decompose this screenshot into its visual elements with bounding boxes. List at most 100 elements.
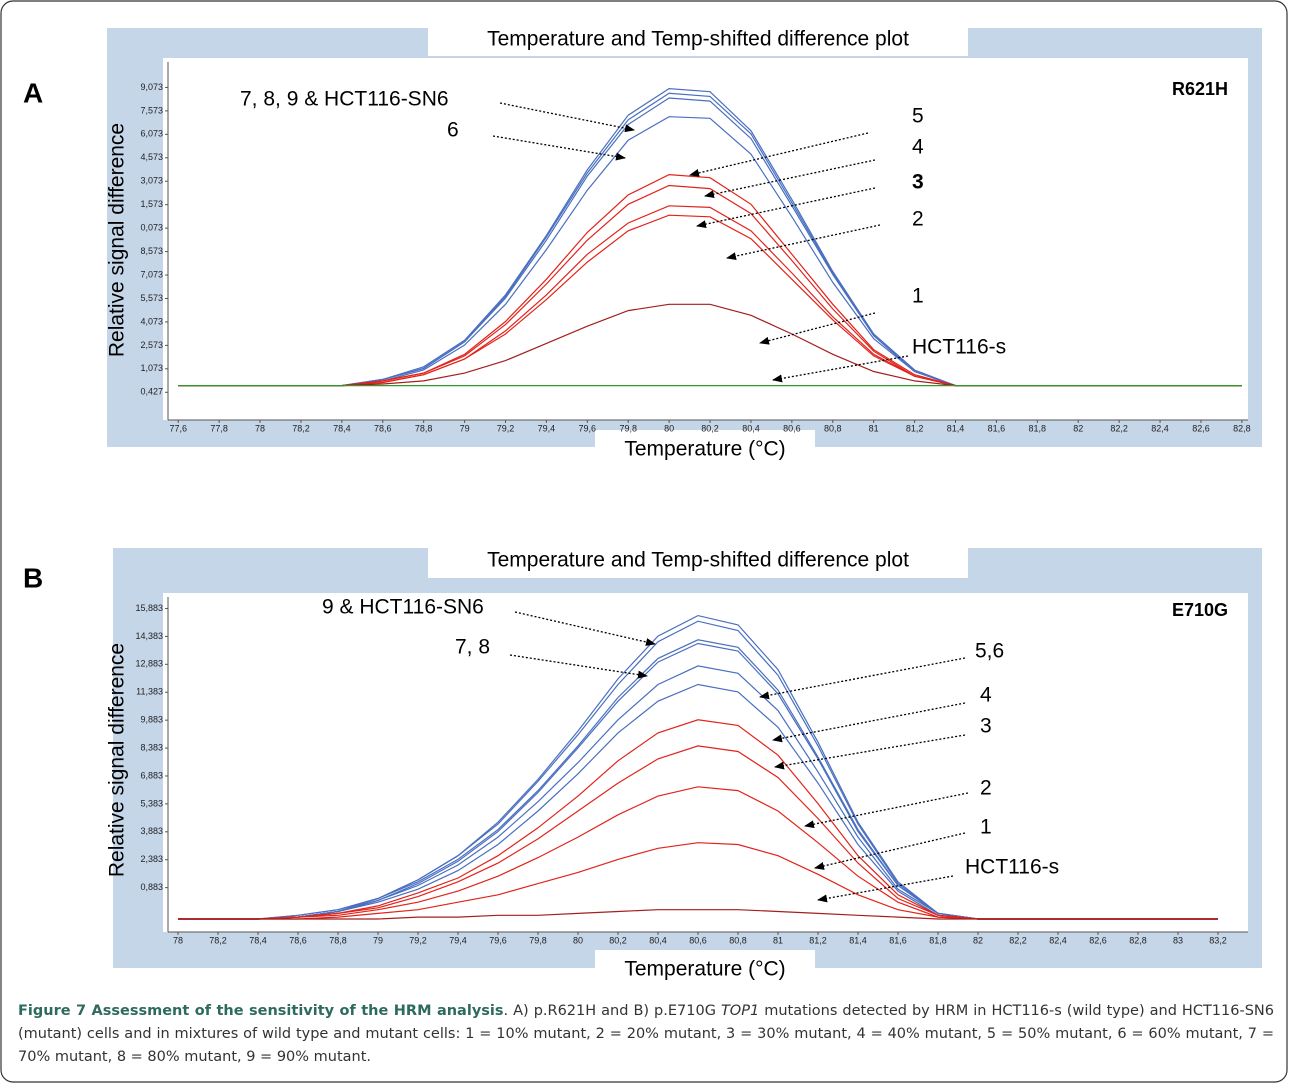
y-tick-label: 9,073	[140, 82, 163, 92]
annotation-arrow	[759, 657, 966, 700]
x-tick-label: 80,2	[701, 423, 719, 433]
x-tick-label: 82,4	[1151, 423, 1169, 433]
x-tick-label: 80	[664, 423, 674, 433]
y-tick-label: 0,883	[140, 882, 163, 892]
x-tick-label: 80,8	[824, 423, 842, 433]
panel-label: R621H	[1172, 79, 1228, 99]
annotation: 5,6	[975, 640, 1004, 663]
annotation: 4	[912, 136, 924, 159]
y-tick-label: 3,883	[140, 826, 163, 836]
x-tick-label: 82,6	[1192, 423, 1210, 433]
curve	[178, 909, 1218, 920]
annotation: 1	[912, 285, 924, 308]
x-tick-label: 81,2	[809, 935, 827, 945]
x-label-box	[595, 950, 815, 990]
annotation: 4	[980, 684, 992, 707]
y-tick-label: 0,427	[140, 387, 163, 397]
x-tick-label: 79,6	[489, 935, 507, 945]
x-tick-label: 81,4	[947, 423, 965, 433]
x-tick-label: 79,8	[529, 935, 547, 945]
annotation: HCT116-s	[912, 336, 1006, 359]
plot-title: Temperature and Temp-shifted difference …	[487, 549, 909, 572]
annotation-arrow	[704, 159, 876, 199]
caption-text: . A) p.R621H and B) p.E710G	[503, 1003, 721, 1019]
x-tick-label: 83,2	[1209, 935, 1227, 945]
y-tick-label: 0,073	[140, 223, 163, 233]
x-tick-label: 78	[255, 423, 265, 433]
x-tick-label: 81	[869, 423, 879, 433]
annotation-arrow	[772, 702, 966, 743]
x-tick-label: 82,6	[1089, 935, 1107, 945]
x-tick-label: 79	[460, 423, 470, 433]
annotation: HCT116-s	[965, 856, 1059, 879]
x-tick-label: 82	[1073, 423, 1083, 433]
y-tick-label: 15,883	[135, 603, 163, 613]
annotation-arrow	[772, 355, 909, 383]
annotation-arrow	[509, 654, 648, 679]
x-tick-label: 81,8	[1029, 423, 1047, 433]
y-tick-label: 9,883	[140, 715, 163, 725]
annotation-arrow	[817, 875, 954, 903]
x-tick-label: 82,4	[1049, 935, 1067, 945]
title-box	[428, 542, 968, 578]
x-tick-label: 77,8	[210, 423, 228, 433]
caption: Figure 7 Assessment of the sensitivity o…	[18, 1000, 1274, 1069]
y-tick-label: 8,383	[140, 742, 163, 752]
x-tick-label: 81,8	[929, 935, 947, 945]
y-tick-label: 2,383	[140, 854, 163, 864]
y-tick-label: 3,073	[140, 176, 163, 186]
x-tick-label: 82,8	[1233, 423, 1251, 433]
x-tick-label: 82,8	[1129, 935, 1147, 945]
x-axis-label: Temperature (°C)	[624, 958, 785, 981]
x-tick-label: 79,2	[497, 423, 515, 433]
plot-area	[163, 593, 1248, 932]
caption-title: Figure 7 Assessment of the sensitivity o…	[18, 1003, 504, 1019]
y-tick-label: 12,883	[135, 659, 163, 669]
x-tick-label: 81,2	[906, 423, 924, 433]
annotation-arrow	[499, 102, 635, 133]
x-tick-label: 80,4	[742, 423, 760, 433]
y-tick-label: 8,573	[140, 246, 163, 256]
x-tick-label: 81	[773, 935, 783, 945]
y-tick-label: 4,573	[140, 152, 163, 162]
x-tick-label: 81,6	[988, 423, 1006, 433]
y-tick-label: 1,573	[140, 199, 163, 209]
x-tick-label: 80,6	[783, 423, 801, 433]
y-tick-label: 14,383	[135, 631, 163, 641]
x-tick-label: 79,8	[619, 423, 637, 433]
plot-title: Temperature and Temp-shifted difference …	[487, 28, 909, 51]
x-tick-label: 78,4	[333, 423, 351, 433]
y-tick-label: 2,573	[140, 340, 163, 350]
y-axis-label: Relative signal difference	[106, 123, 129, 357]
caption-text: mutations detected by HRM in HCT116-s (w…	[18, 1003, 1274, 1065]
x-tick-label: 80	[573, 935, 583, 945]
panel-label: E710G	[1172, 600, 1228, 620]
annotation-arrow	[774, 734, 966, 770]
annotation: 1	[980, 816, 992, 839]
annotation: 5	[912, 105, 924, 128]
x-tick-label: 78,2	[209, 935, 227, 945]
annotation: 2	[912, 208, 924, 231]
y-tick-label: 6,073	[140, 129, 163, 139]
x-tick-label: 78,8	[329, 935, 347, 945]
y-tick-label: 11,383	[136, 687, 163, 697]
y-tick-label: 7,573	[140, 105, 163, 115]
x-tick-label: 79,4	[449, 935, 467, 945]
x-tick-label: 80,8	[729, 935, 747, 945]
annotation-arrow	[814, 832, 966, 870]
x-tick-label: 82,2	[1009, 935, 1027, 945]
annotation: 2	[980, 777, 992, 800]
panel-letter: A	[23, 77, 43, 108]
y-axis-label: Relative signal difference	[106, 643, 129, 877]
x-axis-label: Temperature (°C)	[624, 438, 785, 461]
title-box	[428, 22, 968, 56]
x-tick-label: 79,4	[538, 423, 556, 433]
x-tick-label: 80,4	[649, 935, 667, 945]
x-tick-label: 78,6	[374, 423, 392, 433]
x-tick-label: 79,2	[409, 935, 427, 945]
panel-letter: B	[23, 562, 43, 593]
y-tick-label: 6,883	[140, 770, 163, 780]
x-tick-label: 80,6	[689, 935, 707, 945]
